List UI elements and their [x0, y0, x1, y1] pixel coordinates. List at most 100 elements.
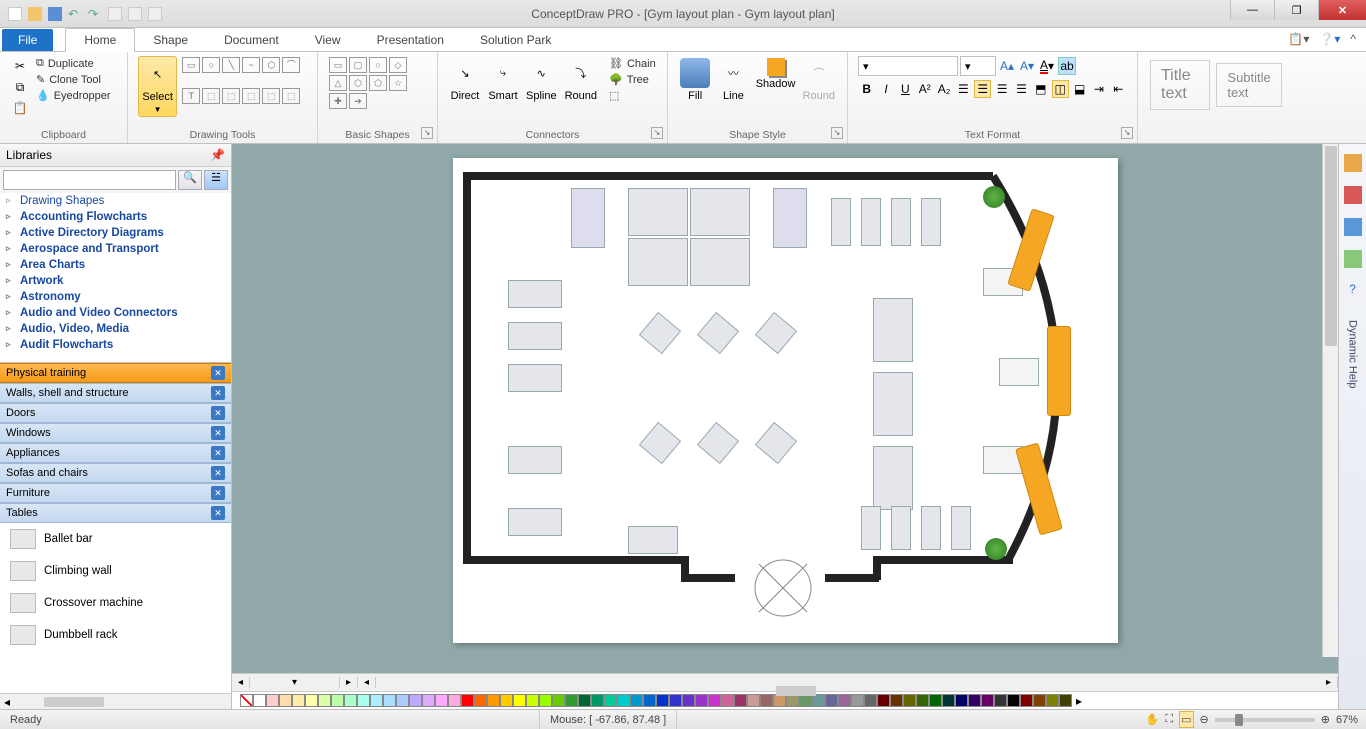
minimize-button[interactable]: — [1230, 0, 1274, 20]
color-swatch[interactable] [318, 694, 331, 707]
tab-home[interactable]: Home [65, 28, 135, 52]
shape-star[interactable]: ☆ [389, 75, 407, 91]
connector-direct[interactable]: ↘Direct [448, 56, 482, 104]
shape-pent[interactable]: ⬠ [369, 75, 387, 91]
color-swatch[interactable] [396, 694, 409, 707]
tree-item[interactable]: Audit Flowcharts [0, 337, 231, 353]
color-swatch[interactable] [617, 694, 630, 707]
subtitle-placeholder[interactable]: Subtitle text [1216, 63, 1282, 107]
tool-rect[interactable]: ▭ [182, 57, 200, 73]
underline-button[interactable]: U [897, 80, 914, 98]
color-swatch[interactable] [955, 694, 968, 707]
connector-more[interactable]: ⬚ [607, 88, 658, 103]
grow-font-icon[interactable]: A▴ [998, 57, 1016, 75]
close-button[interactable]: ✕ [1318, 0, 1366, 20]
bold-button[interactable]: B [858, 80, 875, 98]
tree-item[interactable]: Aerospace and Transport [0, 241, 231, 257]
zoom-slider[interactable] [1215, 718, 1315, 722]
doc-tab-menu[interactable]: ▾ [250, 677, 340, 688]
color-swatch[interactable] [526, 694, 539, 707]
qat-new-icon[interactable] [8, 7, 22, 21]
color-swatch[interactable] [461, 694, 474, 707]
color-swatch[interactable] [513, 694, 526, 707]
duplicate-button[interactable]: ⧉Duplicate [34, 56, 113, 71]
align-center-button[interactable]: ☰ [974, 80, 991, 98]
color-swatch[interactable] [448, 694, 461, 707]
color-swatch[interactable] [916, 694, 929, 707]
rail-icon-4[interactable] [1344, 250, 1362, 268]
color-swatch[interactable] [656, 694, 669, 707]
color-swatch[interactable] [279, 694, 292, 707]
color-swatch[interactable] [604, 694, 617, 707]
canvas-viewport[interactable] [232, 144, 1338, 673]
italic-button[interactable]: I [877, 80, 894, 98]
zoom-in-button[interactable]: ⊕ [1321, 713, 1330, 726]
shape-rect[interactable]: ▭ [329, 57, 347, 73]
tab-document[interactable]: Document [206, 29, 297, 51]
line-button[interactable]: 〰Line [716, 56, 750, 104]
qat-open-icon[interactable] [28, 7, 42, 21]
close-category-icon[interactable]: ✕ [211, 466, 225, 480]
maximize-button[interactable]: ❐ [1274, 0, 1318, 20]
color-swatch[interactable] [565, 694, 578, 707]
color-swatch[interactable] [734, 694, 747, 707]
color-swatch[interactable] [435, 694, 448, 707]
tool-ellipse[interactable]: ○ [202, 57, 220, 73]
tree-item[interactable]: Astronomy [0, 289, 231, 305]
file-tab[interactable]: File [2, 29, 53, 51]
library-category[interactable]: Appliances✕ [0, 443, 231, 463]
valign-top-button[interactable]: ⬒ [1032, 80, 1049, 98]
panel-hscroll[interactable]: ◂ [0, 693, 231, 709]
close-category-icon[interactable]: ✕ [211, 506, 225, 520]
hscroll-left[interactable]: ◂ [358, 677, 376, 688]
shape-item[interactable]: Crossover machine [0, 587, 231, 619]
color-swatch[interactable] [747, 694, 760, 707]
shape-hex[interactable]: ⬡ [349, 75, 367, 91]
qat-copy-icon[interactable] [108, 7, 122, 21]
color-swatch[interactable] [903, 694, 916, 707]
collapse-ribbon-icon[interactable]: ^ [1350, 32, 1356, 46]
library-category[interactable]: Sofas and chairs✕ [0, 463, 231, 483]
color-swatch[interactable] [669, 694, 682, 707]
tab-prev[interactable]: ◂ [232, 677, 250, 688]
color-swatch[interactable] [838, 694, 851, 707]
pin-icon[interactable]: 📌 [210, 148, 225, 162]
qat-paste-icon[interactable] [128, 7, 142, 21]
shrink-font-icon[interactable]: A▾ [1018, 57, 1036, 75]
copy-icon[interactable]: ⧉ [10, 77, 30, 97]
paste-icon[interactable]: 📋 [10, 98, 30, 118]
color-swatch[interactable] [1007, 694, 1020, 707]
tool-arc[interactable]: ⌒ [282, 57, 300, 73]
close-category-icon[interactable]: ✕ [211, 386, 225, 400]
color-swatch[interactable] [1059, 694, 1072, 707]
qat-undo-icon[interactable]: ↶ [68, 7, 82, 21]
color-swatch[interactable] [266, 694, 279, 707]
pan-tool-icon[interactable]: ✋ [1146, 713, 1160, 726]
tree-item[interactable]: Active Directory Diagrams [0, 225, 231, 241]
rail-icon-2[interactable] [1344, 186, 1362, 204]
tool-curve[interactable]: ~ [242, 57, 260, 73]
tool-e[interactable]: ⬚ [282, 88, 300, 104]
connector-smart[interactable]: ⤷Smart [486, 56, 520, 104]
shape-circle[interactable]: ○ [369, 57, 387, 73]
tree-item[interactable]: Drawing Shapes [0, 193, 231, 209]
tool-b[interactable]: ⬚ [222, 88, 240, 104]
canvas-vscroll[interactable] [1322, 144, 1338, 657]
hscroll-right[interactable]: ▸ [1320, 677, 1338, 688]
align-justify-button[interactable]: ☰ [1013, 80, 1030, 98]
zoom-level[interactable]: 67% [1336, 714, 1358, 726]
color-swatch[interactable] [357, 694, 370, 707]
color-swatch[interactable] [409, 694, 422, 707]
library-category[interactable]: Furniture✕ [0, 483, 231, 503]
color-swatch[interactable] [487, 694, 500, 707]
valign-bot-button[interactable]: ⬓ [1071, 80, 1088, 98]
color-swatch[interactable] [799, 694, 812, 707]
palette-more[interactable]: ▸ [1076, 694, 1082, 708]
color-swatch[interactable] [708, 694, 721, 707]
qat-redo-icon[interactable]: ↷ [88, 7, 102, 21]
help-icon[interactable]: ❔▾ [1319, 32, 1340, 46]
tab-shape[interactable]: Shape [135, 29, 206, 51]
align-right-button[interactable]: ☰ [993, 80, 1010, 98]
color-swatch[interactable] [825, 694, 838, 707]
shapes-launcher[interactable]: ↘ [421, 127, 433, 139]
